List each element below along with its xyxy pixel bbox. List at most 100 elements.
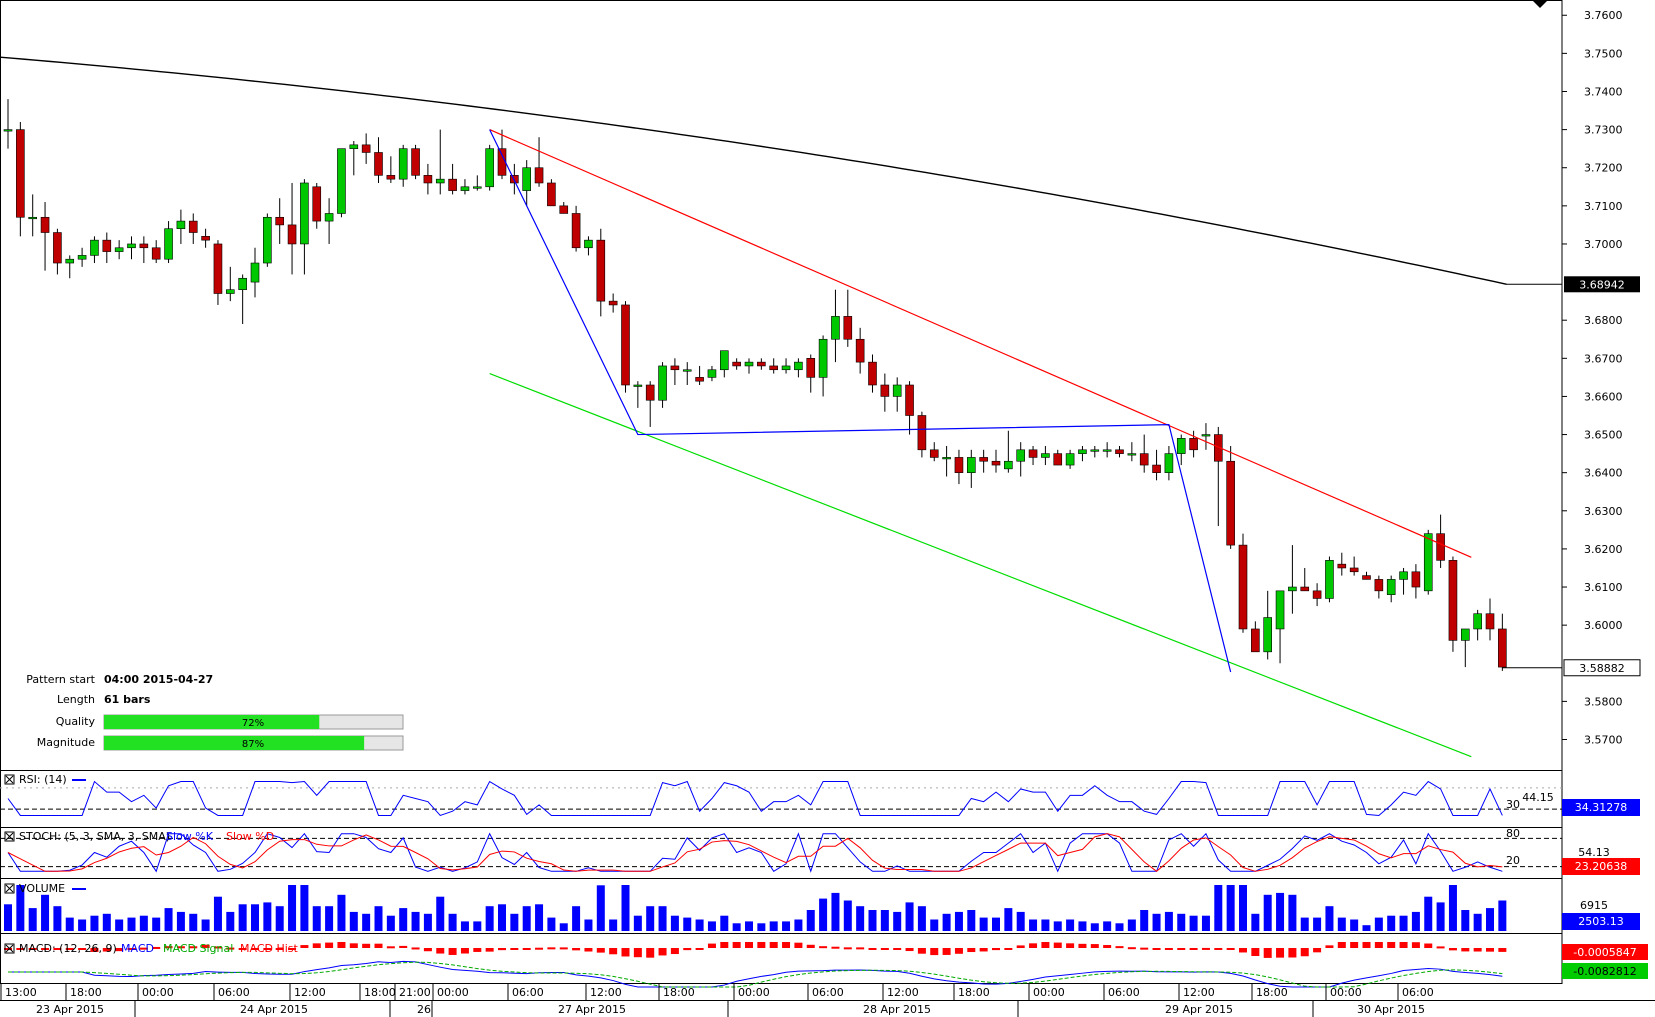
stoch-title[interactable]: STOCH: (5, 3, SMA, 3, SMA) Slow %K Slow … <box>4 830 274 843</box>
macd-hist-bar <box>139 947 148 950</box>
candle-body <box>670 365 680 371</box>
volume-bar <box>757 923 766 931</box>
volume-bar <box>992 917 1000 931</box>
candle-body <box>757 361 766 367</box>
volume-bar <box>1362 925 1371 931</box>
macd-hist-bar <box>189 946 198 949</box>
volume-bar <box>1387 915 1396 931</box>
volume-value: 2503.13 <box>1578 915 1624 928</box>
volume-bar <box>1152 913 1161 931</box>
candle-body <box>608 300 618 306</box>
quality-value: 72% <box>242 718 264 729</box>
candle-body <box>201 236 210 241</box>
macd-hist-bar <box>954 948 963 954</box>
volume-bar <box>238 904 247 931</box>
candle-body <box>1251 628 1260 653</box>
candle-body <box>40 216 50 233</box>
volume-bar <box>1189 915 1198 931</box>
candle-body <box>1312 590 1322 599</box>
date-label: 27 Apr 2015 <box>558 1003 626 1016</box>
candle-body <box>794 361 803 371</box>
rsi-title-text: RSI: (14) <box>19 773 67 786</box>
candle-body <box>534 167 544 184</box>
volume-bar <box>1313 917 1322 931</box>
pattern-start-value: 04:00 2015-04-27 <box>104 673 213 686</box>
rsi-title[interactable]: RSI: (14) <box>4 773 86 786</box>
candle-body <box>522 167 532 191</box>
volume-bar <box>139 915 148 931</box>
candle-body <box>398 148 408 180</box>
length-label: Length <box>57 693 95 706</box>
indicator-value-labels: 44.15 30 34.31278 80 54.13 20 23.20638 6… <box>1506 791 1648 979</box>
macd-hist-bar <box>880 948 889 950</box>
macd-close-icon[interactable] <box>4 943 15 954</box>
macd-hist-bar <box>1029 943 1038 948</box>
macd-hist-bar <box>115 948 124 952</box>
macd-hist-bar <box>423 948 432 952</box>
volume-bar <box>90 915 99 931</box>
stoch-close-icon[interactable] <box>4 831 15 842</box>
volume-bar <box>572 906 581 931</box>
macd-hist-bar <box>411 947 420 950</box>
price-axis-label: 3.7500 <box>1584 47 1623 60</box>
price-axis-label: 3.7400 <box>1584 85 1623 98</box>
macd-hist-bar <box>1448 948 1457 951</box>
time-label: 06:00 <box>512 986 544 999</box>
candle-body <box>1016 449 1026 462</box>
candle-body <box>275 216 285 226</box>
volume-bar <box>423 913 432 931</box>
price-axis-label: 3.6000 <box>1584 619 1623 632</box>
price-axis-label: 3.6600 <box>1584 390 1623 403</box>
volume-bar <box>41 894 50 931</box>
volume-bar <box>152 917 161 931</box>
candle-body <box>1041 453 1050 458</box>
volume-close-icon[interactable] <box>4 883 15 894</box>
candle-body <box>90 239 99 256</box>
candle-body <box>1176 438 1186 454</box>
candle-body <box>485 148 494 188</box>
time-label: 12:00 <box>294 986 326 999</box>
time-label: 21:00 <box>399 986 431 999</box>
moving-average-line <box>0 56 1507 285</box>
candle-body <box>559 205 569 214</box>
macd-hist-bar <box>448 948 457 955</box>
volume-bar <box>831 892 840 931</box>
volume-bar <box>510 913 519 931</box>
macd-hist-bar <box>386 946 395 949</box>
macd-hist-bar <box>349 943 358 948</box>
candle-body <box>472 186 482 189</box>
rsi-value-box <box>1562 799 1640 816</box>
candle-body <box>213 243 223 294</box>
volume-bar <box>1214 885 1223 931</box>
volume-bar <box>683 917 692 931</box>
rsi-close-icon[interactable] <box>4 774 15 785</box>
volume-bar <box>127 917 136 931</box>
volume-bar <box>1103 921 1112 931</box>
macd-signal-line <box>8 961 1503 988</box>
volume-bar <box>65 917 74 931</box>
candle-body <box>868 361 877 386</box>
macd-hist-bar <box>226 947 235 950</box>
volume-bar <box>942 913 951 931</box>
stoch-value-box <box>1562 858 1640 875</box>
candle-body <box>843 316 853 340</box>
macd-bottom-value: -0.0082812 <box>1573 965 1636 978</box>
indicator-pane-frame <box>0 933 1563 984</box>
volume-bar <box>745 921 753 931</box>
volume-title[interactable]: VOLUME <box>4 882 86 895</box>
candle-body <box>942 457 951 460</box>
candle-body <box>188 220 198 233</box>
macd-hist-bar <box>584 948 593 952</box>
candle-body <box>1337 563 1347 569</box>
price-axis-label: 3.7200 <box>1584 162 1623 175</box>
macd-hist-bar <box>596 948 605 953</box>
candle-body <box>547 182 556 207</box>
candle-body <box>1214 434 1223 462</box>
volume-bar <box>411 911 420 931</box>
volume-bar <box>164 908 173 931</box>
volume-bar <box>1177 913 1186 931</box>
macd-title[interactable]: MACD: (12, 26, 9) MACD MACD Signal MACD … <box>4 942 299 955</box>
candle-body <box>1448 560 1458 641</box>
price-axis-label: 3.6500 <box>1584 429 1623 442</box>
macd-hist-bar <box>288 948 297 950</box>
